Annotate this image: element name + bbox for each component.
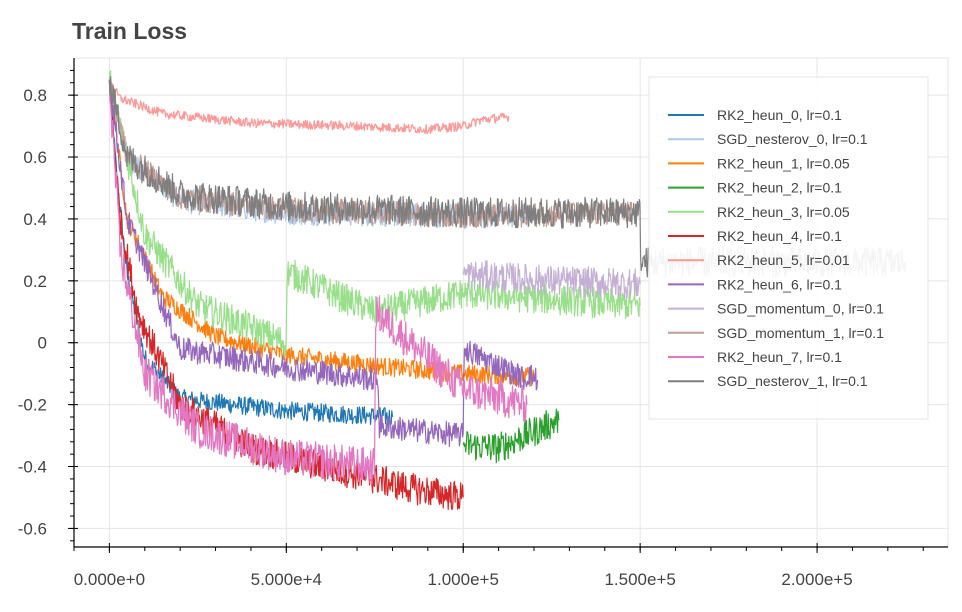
legend-label: RK2_heun_2, lr=0.1 (717, 180, 842, 196)
legend-label: RK2_heun_3, lr=0.05 (717, 204, 850, 220)
y-tick-label: 0 (38, 334, 47, 353)
x-tick-label: 0.000e+0 (74, 570, 145, 589)
y-tick-label: 0.6 (23, 148, 47, 167)
legend-label: RK2_heun_0, lr=0.1 (717, 107, 842, 123)
y-tick-label: -0.6 (18, 519, 47, 538)
series-line-2 (108, 79, 535, 387)
series-line-8 (462, 260, 641, 300)
y-tick-label: 0.8 (23, 86, 47, 105)
series-line-10 (108, 79, 528, 485)
series-line-6 (108, 82, 510, 135)
legend: RK2_heun_0, lr=0.1 SGD_nesterov_0, lr=0.1… (648, 76, 929, 420)
legend-label: SGD_nesterov_0, lr=0.1 (717, 131, 868, 147)
legend-box (648, 76, 929, 420)
y-tick-label: -0.4 (18, 458, 47, 477)
legend-label: RK2_heun_1, lr=0.05 (717, 155, 850, 171)
legend-label: RK2_heun_6, lr=0.1 (717, 276, 842, 292)
legend-label: SGD_momentum_1, lr=0.1 (717, 325, 884, 341)
x-tick-label: 1.500e+5 (604, 570, 675, 589)
x-tick-label: 5.000e+4 (251, 570, 322, 589)
y-tick-label: -0.2 (18, 396, 47, 415)
x-tick-label: 1.000e+5 (428, 570, 499, 589)
series-line-4 (108, 70, 641, 358)
y-tick-label: 0.2 (23, 272, 47, 291)
legend-label: RK2_heun_5, lr=0.01 (717, 252, 850, 268)
y-tick-label: 0.4 (23, 210, 47, 229)
series-line-3 (462, 408, 560, 464)
chart-title: Train Loss (72, 18, 188, 44)
series-line-7 (108, 79, 539, 447)
series-lines (108, 70, 907, 511)
legend-label: SGD_momentum_0, lr=0.1 (717, 301, 884, 317)
legend-label: RK2_heun_7, lr=0.1 (717, 349, 842, 365)
legend-label: RK2_heun_4, lr=0.1 (717, 228, 842, 244)
legend-label: SGD_nesterov_1, lr=0.1 (717, 373, 868, 389)
axes: -0.6 -0.4 -0.2 0 0.2 0.4 0.6 0.8 0.000e+0 5.000e+… (18, 58, 948, 589)
x-tick-label: 2.000e+5 (781, 570, 852, 589)
